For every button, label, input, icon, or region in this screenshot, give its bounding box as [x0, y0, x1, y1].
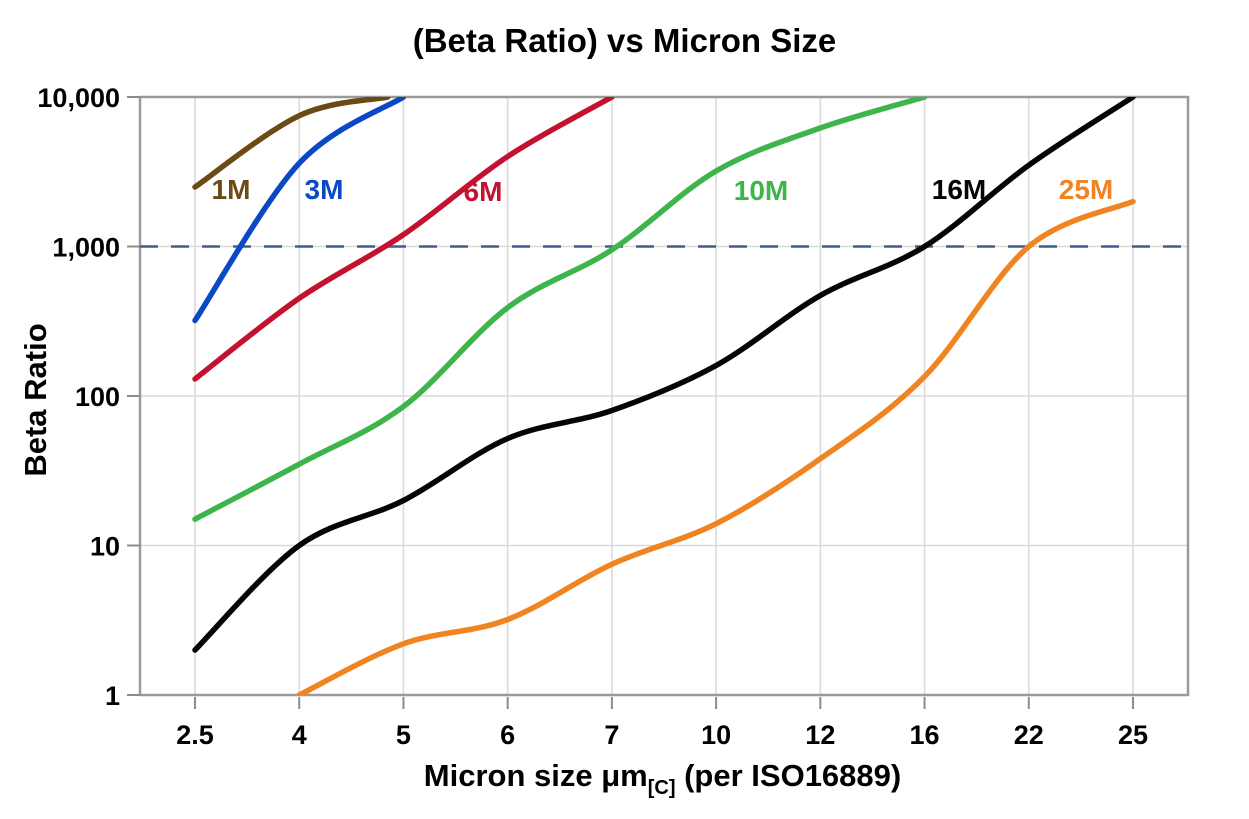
- x-tick-label: 16: [910, 720, 940, 750]
- series-label-1m: 1M: [211, 174, 251, 205]
- x-axis-title-suffix: (per ISO16889): [675, 758, 902, 793]
- series-label-25m: 25M: [1058, 174, 1114, 205]
- x-tick-label: 6: [500, 720, 515, 750]
- series-label-3m: 3M: [304, 174, 344, 205]
- y-tick-label: 10,000: [37, 83, 120, 113]
- x-tick-label: 2.5: [176, 720, 214, 750]
- x-tick-label: 7: [604, 720, 619, 750]
- x-axis-title-subscript: [C]: [647, 777, 676, 799]
- y-tick-label: 1,000: [52, 233, 120, 263]
- chart-title: (Beta Ratio) vs Micron Size: [412, 22, 837, 59]
- x-tick-label: 25: [1118, 720, 1148, 750]
- series-curve-3m: [192, 97, 407, 324]
- series-curve-10m: [192, 97, 928, 522]
- series-curve-1m: [192, 97, 391, 190]
- series-label-10m: 10M: [733, 175, 789, 206]
- x-tick-label: 4: [292, 720, 307, 750]
- series-curve-6m: [192, 97, 615, 382]
- x-tick-label: 22: [1014, 720, 1044, 750]
- y-tick-label: 100: [75, 382, 120, 412]
- series-label-16m: 16M: [931, 174, 987, 205]
- x-axis-title: Micron size μm[C] (per ISO16889): [0, 758, 1249, 800]
- x-tick-label: 5: [396, 720, 411, 750]
- y-tick-label: 1: [105, 681, 120, 711]
- series-label-6m: 6M: [463, 176, 503, 207]
- x-tick-label: 10: [701, 720, 731, 750]
- series-curve-16m: [192, 97, 1136, 653]
- x-tick-label: 12: [805, 720, 835, 750]
- x-axis-title-text: Micron size μm: [423, 758, 648, 793]
- series-curve-25m: [296, 198, 1136, 695]
- y-tick-label: 10: [90, 532, 120, 562]
